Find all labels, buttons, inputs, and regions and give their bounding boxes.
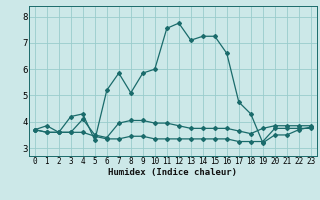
X-axis label: Humidex (Indice chaleur): Humidex (Indice chaleur) [108, 168, 237, 177]
